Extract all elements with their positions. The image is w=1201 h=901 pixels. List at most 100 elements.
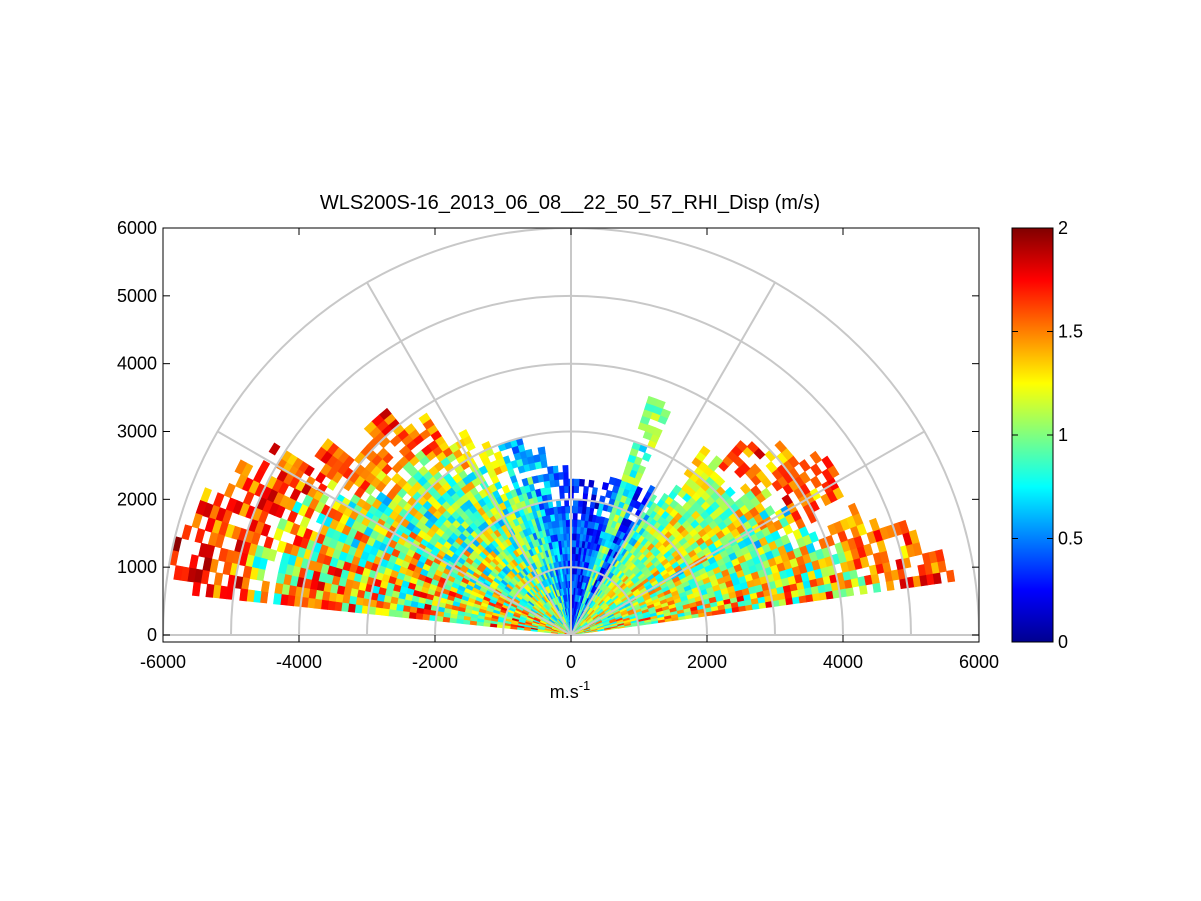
rhi-cell [573,478,580,487]
rhi-cell [563,485,569,494]
rhi-cell [946,569,956,583]
rhi-cell [908,529,920,545]
x-tick-label: -4000 [276,652,322,672]
rhi-cell [388,609,397,617]
rhi-cell [546,466,554,475]
rhi-cell [234,459,248,475]
rhi-cell [588,479,595,488]
y-tick-label: 0 [147,625,157,645]
x-axis-ticks: -6000 -4000 -2000 0 2000 4000 6000 [140,228,999,672]
rhi-cell [320,599,329,610]
rhi-cell [845,586,855,597]
rhi-cell [398,445,411,457]
rhi-cell [739,483,752,495]
rhi-cell [418,412,431,425]
x-tick-label: -6000 [140,652,186,672]
y-tick-label: 4000 [117,354,157,374]
rhi-cell [482,622,491,627]
radial-line [570,282,776,636]
rhi-cell [273,593,282,605]
rhi-cell [382,601,391,610]
rhi-cell [646,395,658,406]
rhi-cell [808,531,819,543]
rhi-cell [173,565,183,581]
rhi-cell [858,584,868,595]
rhi-cell [448,617,457,624]
rhi-cell [489,623,498,628]
rhi-cell [191,581,201,597]
rhi-cell [194,528,206,544]
x-tick-label: 0 [566,652,576,672]
y-tick-label: 3000 [117,422,157,442]
rhi-cell [408,611,417,620]
rhi-cell [562,471,569,480]
rhi-cell [578,478,585,487]
colorbar-tick-label: 0.5 [1058,529,1083,549]
rhi-cell [575,533,581,541]
rhi-cell [363,421,377,434]
rhi-cell [421,613,430,621]
chart-title: WLS200S-16_2013_06_08__22_50_57_RHI_Disp… [320,192,820,214]
rhi-cell [576,519,582,528]
rhi-cell [521,477,529,487]
rhi-cell [577,505,583,514]
rhi-cell [274,582,284,595]
rhi-cell [935,549,945,563]
rhi-cell [563,478,569,487]
rhi-cell [724,486,736,498]
rhi-cell [572,532,577,541]
y-axis-ticks: 0 1000 2000 3000 4000 5000 6000 [117,218,979,645]
rhi-cell [537,446,546,455]
radial-line [366,282,572,636]
rhi-cell [699,445,711,457]
rhi-cell [847,502,860,517]
rhi-cell [572,512,578,521]
x-tick-label: -2000 [412,652,458,672]
rhi-cell [764,505,776,517]
rhi-cell [580,513,586,521]
rhi-cell [583,485,589,494]
colorbar-tick-label: 0 [1058,632,1068,652]
rhi-cell [608,476,617,486]
rhi-cells [168,395,956,636]
rhi-cell [314,446,328,461]
rhi-cell [601,482,610,491]
rhi-cell [869,517,880,532]
rhi-cell [401,611,410,619]
rhi-cell [239,588,249,602]
rhi-cell [469,620,478,626]
rhi-cell [268,442,281,456]
rhi-cell [354,604,363,614]
rhi-cell [381,608,390,617]
rhi-cell [571,553,576,561]
rhi-cell [572,505,579,514]
rhi-cell [671,484,682,495]
y-tick-label: 6000 [117,218,157,238]
rhi-cell [774,440,787,453]
rhi-cell [572,519,578,527]
rhi-cell [898,519,910,535]
rhi-cell [557,472,564,480]
rhi-cell [746,441,759,454]
y-tick-label: 2000 [117,489,157,509]
colorbar-tick-label: 2 [1058,218,1068,238]
colorbar-tick-label: 1 [1058,425,1068,445]
rhi-cell [395,604,404,612]
rhi-cell [475,621,484,627]
rhi-cell [572,539,577,548]
x-tick-label: 4000 [823,652,863,672]
rhi-cell [340,602,350,612]
rhi-cell [798,459,811,473]
rhi-cell [394,610,404,618]
rhi-cell [564,505,570,514]
rhi-cell [870,573,880,585]
rhi-cell [821,455,834,470]
rhi-cell [205,583,215,598]
rhi-cell [809,450,823,465]
radial-line [217,430,572,636]
rhi-cell [562,465,569,473]
colorbar-tick-label: 1.5 [1058,322,1083,342]
rhi-cell [711,455,724,467]
rhi-cell [260,580,270,593]
